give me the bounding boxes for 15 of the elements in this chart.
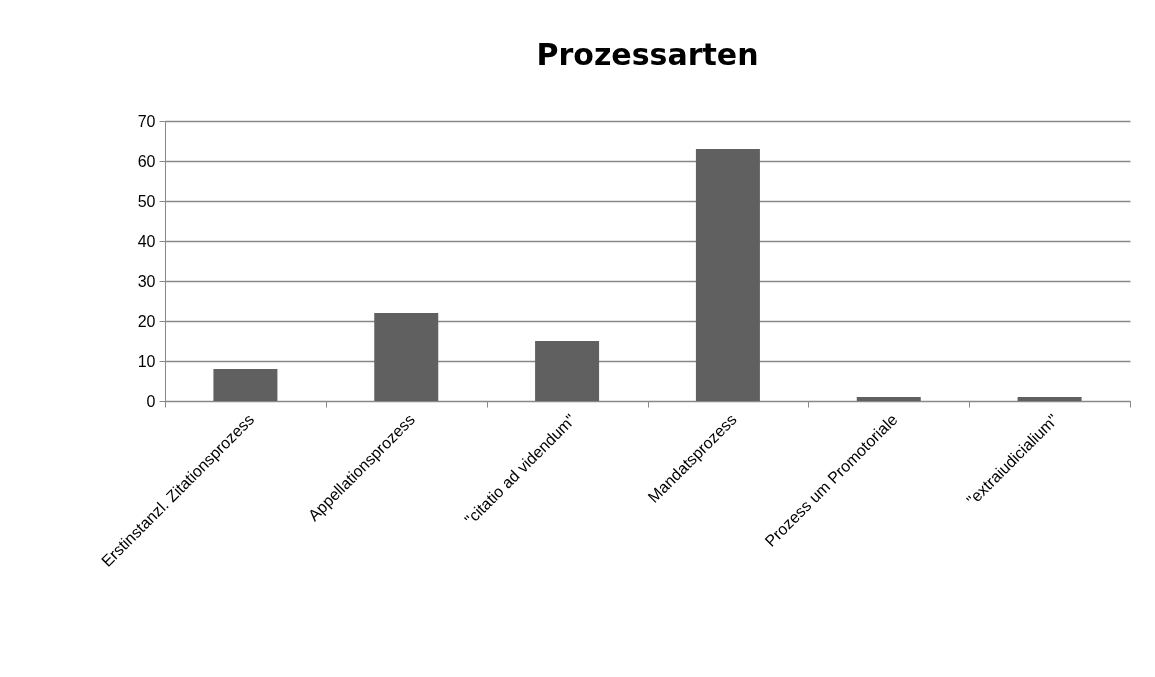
bar [374, 313, 439, 401]
y-tick-label: 40 [137, 232, 156, 250]
bar [1017, 397, 1082, 401]
chart-title: Prozessarten [536, 37, 759, 72]
y-tick-label: 30 [137, 272, 156, 290]
bar [535, 341, 600, 401]
bar [695, 149, 760, 401]
y-tick-label: 70 [137, 112, 156, 130]
bar [213, 369, 278, 401]
y-tick-label: 0 [146, 392, 156, 410]
y-tick-label: 60 [137, 152, 156, 170]
y-tick-label: 20 [137, 312, 156, 330]
y-tick-label: 10 [137, 352, 156, 370]
y-tick-label: 50 [137, 192, 156, 210]
bar [856, 397, 921, 401]
